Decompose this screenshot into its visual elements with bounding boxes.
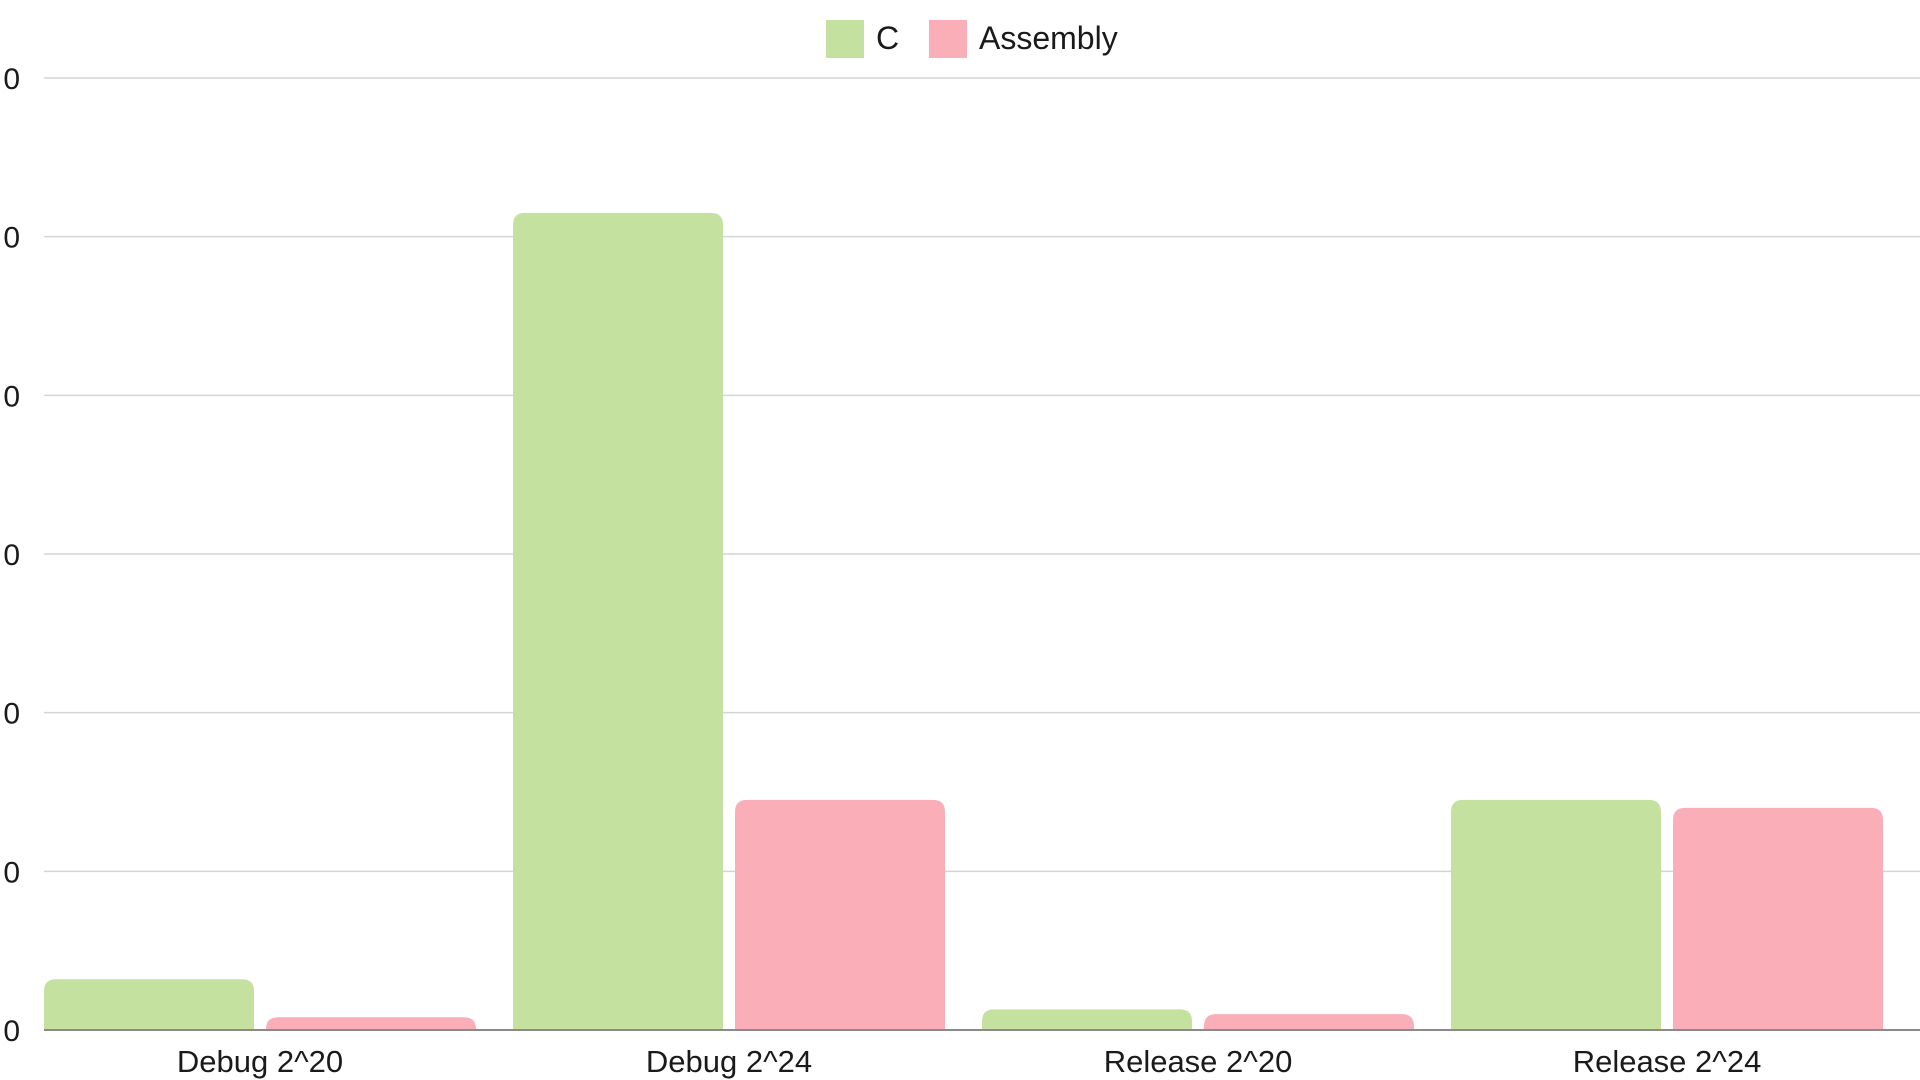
y-tick-label: 0 (3, 856, 20, 889)
y-tick-label: 0 (3, 1015, 20, 1048)
y-tick-label: 0 (3, 539, 20, 572)
legend-label-c: C (876, 20, 899, 56)
bar-assembly-1 (266, 1017, 476, 1030)
x-category-label: Debug 2^20 (177, 1044, 343, 1079)
bar-assembly-4 (1673, 807, 1883, 1030)
y-tick-label: 0 (3, 380, 20, 413)
legend-swatch-assembly (929, 20, 967, 58)
bar-c-2 (513, 212, 723, 1030)
y-tick-label: 0 (3, 222, 20, 255)
bars (44, 212, 1883, 1030)
x-category-label: Release 2^24 (1573, 1044, 1762, 1079)
x-category-label: Debug 2^24 (646, 1044, 812, 1079)
bar-c-3 (982, 1009, 1192, 1030)
x-axis-category-labels: Debug 2^20 Debug 2^24 Release 2^20 Release … (177, 1044, 1761, 1079)
bar-assembly-3 (1204, 1014, 1414, 1030)
legend-swatch-c (826, 20, 864, 58)
x-category-label: Release 2^20 (1104, 1044, 1293, 1079)
bar-c-1 (44, 979, 254, 1030)
bar-assembly-2 (735, 799, 945, 1030)
legend: C Assembly (826, 20, 1118, 58)
grid-lines (44, 77, 1920, 873)
bar-c-4 (1451, 799, 1661, 1030)
legend-label-assembly: Assembly (979, 20, 1118, 56)
y-tick-label: 0 (3, 698, 20, 731)
y-axis-tick-labels: 0 0 0 0 0 0 0 (3, 63, 20, 1048)
y-tick-label: 0 (3, 63, 20, 96)
